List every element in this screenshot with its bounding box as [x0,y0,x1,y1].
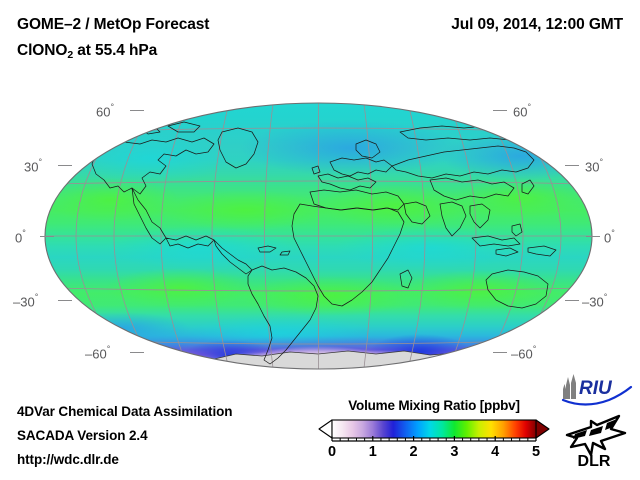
lat-tick-30s-right [565,300,579,301]
colorbar-tick-3: 3 [450,444,459,460]
lat-label-60-left: 60° [96,102,115,120]
lat-tick-30s-left [58,300,72,301]
lat-tick-0-right [586,236,600,237]
lat-tick-30-left [58,165,72,166]
map-svg [44,102,593,370]
colorbar-graphic [318,419,550,442]
lat-tick-0-left [40,236,54,237]
pressure-level-label: at 55.4 hPa [73,42,158,59]
colorbar-tick-0: 0 [327,444,337,460]
colorbar-minor-ticks [339,438,529,441]
lat-label-30-left: 30° [24,157,43,175]
species-subtitle: ClONO2 at 55.4 hPa [17,42,158,61]
version-label: SACADA Version 2.4 [17,428,148,443]
antarctica-landmask [109,350,535,369]
forecast-datetime: Jul 09, 2014, 12:00 GMT [451,16,623,33]
species-subscript: 2 [67,49,74,61]
colorbar-max-arrow [535,419,550,439]
page-title: GOME–2 / MetOp Forecast [17,16,210,33]
colorbar-gradient [331,419,537,439]
lat-tick-30-right [565,165,579,166]
colorbar-min-arrow [318,419,333,439]
assimilation-method-label: 4DVar Chemical Data Assimilation [17,404,233,419]
colorbar-tick-1: 1 [368,444,377,460]
lat-tick-60s-left [130,352,144,353]
lat-tick-60-left [130,110,144,111]
lat-label-60s-left: –60° [85,344,111,362]
website-url[interactable]: http://wdc.dlr.de [17,452,119,467]
species-name: ClONO [17,42,68,59]
lat-label-60-right: 60° [513,102,532,120]
lat-label-30s-right: –30° [582,292,608,310]
dlr-mark-icon [565,414,627,457]
lat-label-0-left: 0° [15,228,26,246]
colorbar-tick-4: 4 [491,444,500,460]
lat-tick-60s-right [493,352,507,353]
riu-wordmark: RIU [579,378,613,399]
colorbar-major-ticks [331,436,537,441]
world-map [0,88,640,384]
riu-wave-icon [561,385,633,406]
dlr-logo: DLR [565,414,627,469]
data-field [45,103,592,369]
lat-label-30-right: 30° [585,157,604,175]
riu-logo: RIU [561,374,633,406]
colorbar-tick-labels: 0 1 2 3 4 5 [318,444,550,464]
dlr-wordmark: DLR [578,453,611,469]
colorbar-tick-5: 5 [531,444,541,460]
colorbar-title: Volume Mixing Ratio [ppbv] [348,398,520,413]
lat-label-60s-right: –60° [511,344,537,362]
riu-spire-icon [563,374,576,399]
lat-tick-60-right [493,110,507,111]
colorbar: Volume Mixing Ratio [ppbv] [318,398,550,476]
lat-label-30s-left: –30° [13,292,39,310]
colorbar-tick-2: 2 [409,444,418,460]
lat-label-0-right: 0° [604,228,615,246]
